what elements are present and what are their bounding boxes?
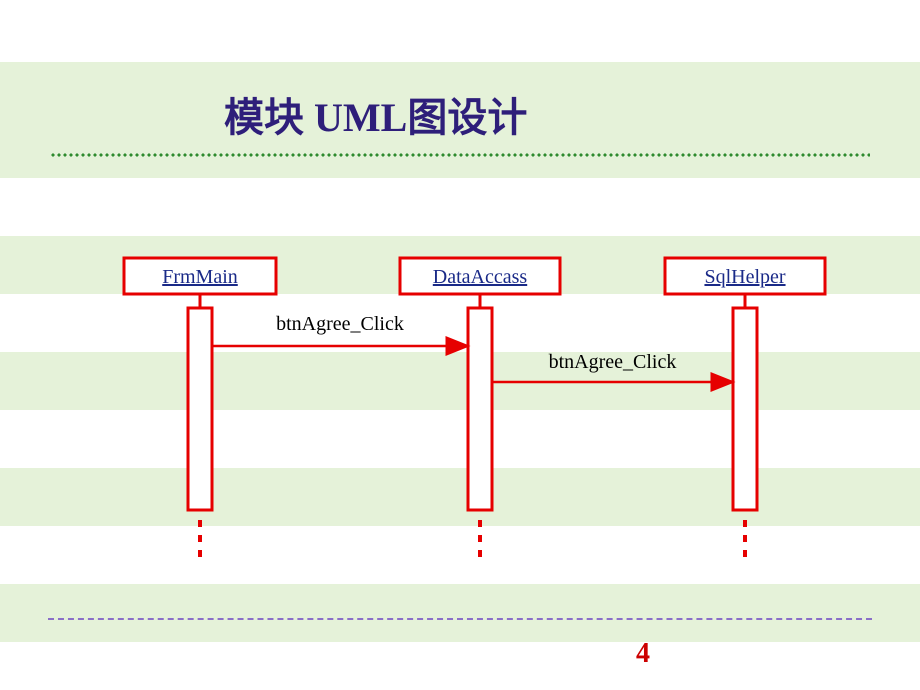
- page-title: 模块 UML图设计: [224, 85, 527, 143]
- svg-text:SqlHelper: SqlHelper: [704, 266, 785, 288]
- svg-text:FrmMain: FrmMain: [162, 266, 238, 288]
- svg-text:btnAgree_Click: btnAgree_Click: [549, 351, 677, 373]
- page-number: 4: [636, 638, 650, 670]
- dash-divider: [48, 618, 872, 620]
- svg-text:btnAgree_Click: btnAgree_Click: [276, 313, 404, 335]
- sequence-diagram: FrmMain DataAccass SqlHelper btnAgree_Click…: [100, 250, 860, 570]
- svg-text:DataAccass: DataAccass: [433, 266, 528, 288]
- dots-divider: [50, 152, 870, 158]
- band-4: [0, 584, 920, 642]
